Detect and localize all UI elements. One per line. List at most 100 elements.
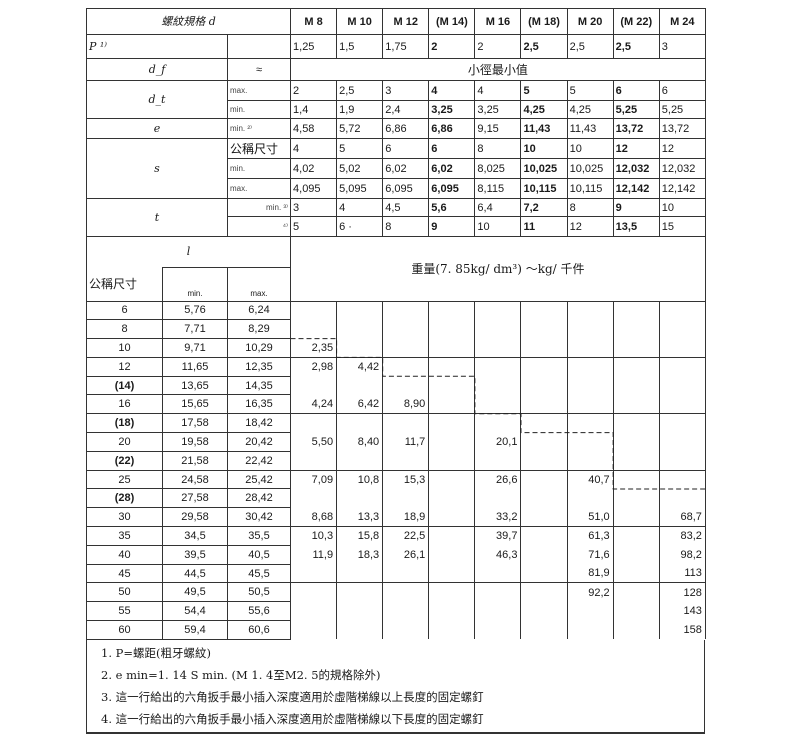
weight-value bbox=[520, 620, 568, 640]
s-max-value: 4,095 bbox=[290, 178, 338, 199]
dt-max-value: 2 bbox=[290, 80, 338, 101]
weight-value: 7,09 bbox=[289, 469, 338, 489]
empty-cell bbox=[226, 34, 292, 59]
dt-min-value: 5,25 bbox=[658, 100, 706, 119]
weight-value bbox=[658, 432, 706, 452]
s-min-value: 4,02 bbox=[290, 158, 338, 179]
thread-size-label: 螺紋規格 d bbox=[85, 8, 292, 35]
weight-value bbox=[289, 451, 338, 471]
s-nominal-value: 10 bbox=[566, 138, 614, 159]
e-value: 13,72 bbox=[658, 118, 706, 139]
weight-value bbox=[336, 300, 384, 320]
weight-value: 20,1 bbox=[474, 432, 522, 452]
length-min: 7,71 bbox=[162, 319, 228, 340]
weight-value bbox=[474, 582, 522, 602]
weight-value bbox=[612, 356, 660, 377]
length-nominal: 30 bbox=[86, 507, 163, 528]
length-nominal: 25 bbox=[86, 469, 163, 490]
weight-value bbox=[520, 564, 568, 583]
length-max: 28,42 bbox=[227, 488, 291, 509]
length-row: 25 24,58 25,42 7,09 10,8 15,3 26,6 40,7 bbox=[86, 469, 706, 490]
e-label: e bbox=[86, 118, 228, 139]
length-min: 44,5 bbox=[162, 563, 228, 584]
size-header: (M 14) bbox=[428, 8, 476, 35]
weight-value bbox=[289, 300, 338, 320]
length-min: 27,58 bbox=[162, 488, 228, 509]
weight-value bbox=[428, 356, 476, 377]
weight-value: 5,50 bbox=[289, 432, 338, 452]
weight-value bbox=[336, 451, 384, 471]
weight-value bbox=[336, 620, 384, 640]
dt-label: d_t bbox=[86, 80, 228, 119]
dt-max-value: 4 bbox=[428, 80, 476, 101]
t-value-4: 15 bbox=[658, 216, 706, 237]
length-min: 54,4 bbox=[162, 601, 228, 622]
length-nominal: 20 bbox=[86, 432, 163, 452]
weight-value bbox=[658, 394, 706, 414]
length-row: 6 5,76 6,24 bbox=[86, 300, 706, 321]
weight-value: 92,2 bbox=[566, 582, 614, 602]
weight-value bbox=[474, 601, 522, 621]
length-max: 10,29 bbox=[227, 338, 291, 358]
weight-value bbox=[428, 432, 476, 452]
weight-value: 33,2 bbox=[474, 507, 522, 527]
s-max-value: 6,095 bbox=[428, 178, 476, 199]
pitch-value: 1,5 bbox=[336, 34, 384, 59]
weight-value bbox=[658, 319, 706, 339]
weight-value bbox=[658, 469, 706, 489]
dt-max-value: 5 bbox=[520, 80, 568, 101]
weight-value bbox=[289, 413, 338, 433]
length-nominal: 10 bbox=[86, 338, 163, 358]
t-value-3: 3 bbox=[290, 198, 338, 217]
weight-value bbox=[382, 582, 430, 602]
weight-value: 2,35 bbox=[289, 338, 338, 358]
t-value-3: 8 bbox=[566, 198, 614, 217]
e-value: 13,72 bbox=[612, 118, 660, 139]
size-header: (M 18) bbox=[520, 8, 568, 35]
weight-title: 重量(7. 85kg/ dm³) ～kg/ 千件 bbox=[290, 237, 706, 302]
pitch-label: P ¹⁾ bbox=[86, 34, 228, 59]
weight-value: 10,8 bbox=[336, 469, 384, 489]
e-value: 5,72 bbox=[336, 118, 384, 139]
weight-value bbox=[474, 338, 522, 358]
length-row: (28) 27,58 28,42 bbox=[86, 488, 706, 509]
weight-value bbox=[428, 620, 476, 640]
length-max: 40,5 bbox=[227, 544, 291, 565]
t-value-4: 12 bbox=[566, 216, 614, 237]
weight-value: 26,1 bbox=[382, 545, 430, 565]
s-nominal-label: 公稱尺寸 bbox=[226, 138, 292, 159]
weight-value bbox=[612, 545, 660, 565]
t-value-4: 6 · bbox=[336, 216, 384, 237]
weight-value bbox=[658, 413, 706, 433]
weight-value bbox=[612, 488, 660, 508]
s-nominal-value: 4 bbox=[290, 138, 338, 159]
length-nominal: 60 bbox=[86, 620, 163, 640]
weight-value bbox=[289, 376, 338, 395]
weight-value: 113 bbox=[658, 564, 706, 583]
s-max-value: 5,095 bbox=[336, 178, 384, 199]
length-nominal: 50 bbox=[86, 582, 163, 603]
weight-value: 39,7 bbox=[474, 526, 522, 546]
s-nominal-value: 6 bbox=[382, 138, 430, 159]
size-header: M 8 bbox=[290, 8, 338, 35]
length-nominal: 6 bbox=[86, 300, 163, 321]
e-value: 11,43 bbox=[520, 118, 568, 139]
length-row: 20 19,58 20,42 5,50 8,40 11,7 20,1 bbox=[86, 432, 706, 452]
footnotes: 1. P=螺距(粗牙螺紋) 2. e min=1. 14 S min. (M 1… bbox=[86, 639, 705, 734]
weight-value bbox=[428, 319, 476, 339]
weight-value bbox=[382, 620, 430, 640]
e-value: 9,15 bbox=[474, 118, 522, 139]
df-label: d_f bbox=[86, 58, 228, 81]
e-min-label: min. ²⁾ bbox=[226, 118, 292, 139]
weight-value: 128 bbox=[658, 582, 706, 602]
dt-max-value: 5 bbox=[566, 80, 614, 101]
e-value: 6,86 bbox=[428, 118, 476, 139]
weight-value bbox=[336, 319, 384, 339]
weight-value bbox=[382, 300, 430, 320]
length-max: 8,29 bbox=[227, 319, 291, 340]
weight-value: 46,3 bbox=[474, 545, 522, 565]
weight-value bbox=[612, 564, 660, 583]
weight-value bbox=[474, 564, 522, 583]
size-header: M 24 bbox=[658, 8, 706, 35]
s-nominal-value: 10 bbox=[520, 138, 568, 159]
